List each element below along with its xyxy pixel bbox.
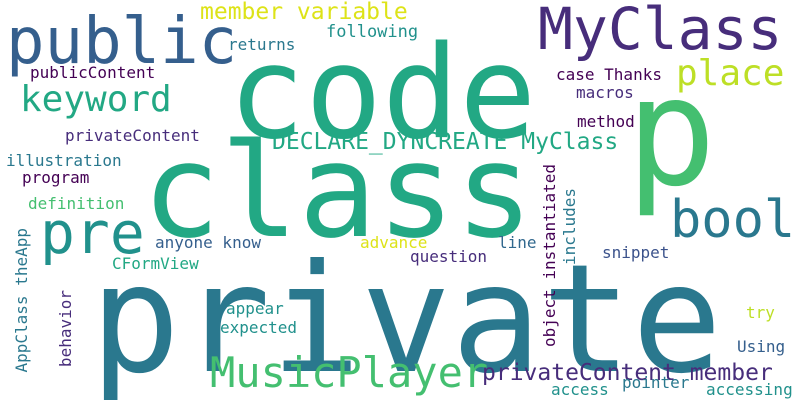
word-privateContent-member: privateContent member [482,360,773,386]
word-definition: definition [28,194,125,213]
word-expected: expected [220,318,298,337]
word-line: line [498,233,537,252]
word-class: class [142,115,534,267]
word-keyword: keyword [20,79,172,120]
word-MyClass: MyClass [538,0,783,63]
word-MusicPlayer: MusicPlayer [210,348,489,397]
word-case-Thanks: case Thanks [556,65,662,84]
word-advance: advance [360,233,428,252]
word-private: private [90,233,723,400]
word-appear: appear [226,299,284,318]
word-public: public [6,5,238,79]
word-place: place [676,53,785,94]
word-DECLARE_DYNCREATE-MyClass: DECLARE_DYNCREATE MyClass [272,129,619,155]
word-includes: includes [560,188,579,266]
word-member-variable: member variable [200,0,408,25]
word-p: p [626,46,717,220]
word-behavior: behavior [56,290,75,368]
word-anyone-know: anyone know [155,233,261,252]
word-method: method [577,112,635,131]
word-snippet: snippet [602,243,670,262]
word-following: following [326,22,419,42]
word-bool: bool [670,190,796,250]
word-access: access [551,380,609,399]
word-pointer: pointer [622,373,690,392]
word-publicContent: publicContent [30,63,156,82]
word-program: program [22,168,90,187]
word-question: question [410,247,488,266]
word-AppClass-theApp: AppClass theApp [12,228,31,373]
word-try: try [746,303,775,322]
word-privateContent: privateContent [65,126,200,145]
word-Using: Using [737,337,786,356]
word-code: code [228,19,537,168]
word-pre: pre [40,199,145,267]
word-object-instantiated: object instantiated [540,164,559,348]
word-CFormView: CFormView [112,254,199,273]
word-macros: macros [576,83,634,102]
word-illustration: illustration [6,151,122,170]
word-returns: returns [228,35,296,54]
word-accessing: accessing [706,380,793,399]
